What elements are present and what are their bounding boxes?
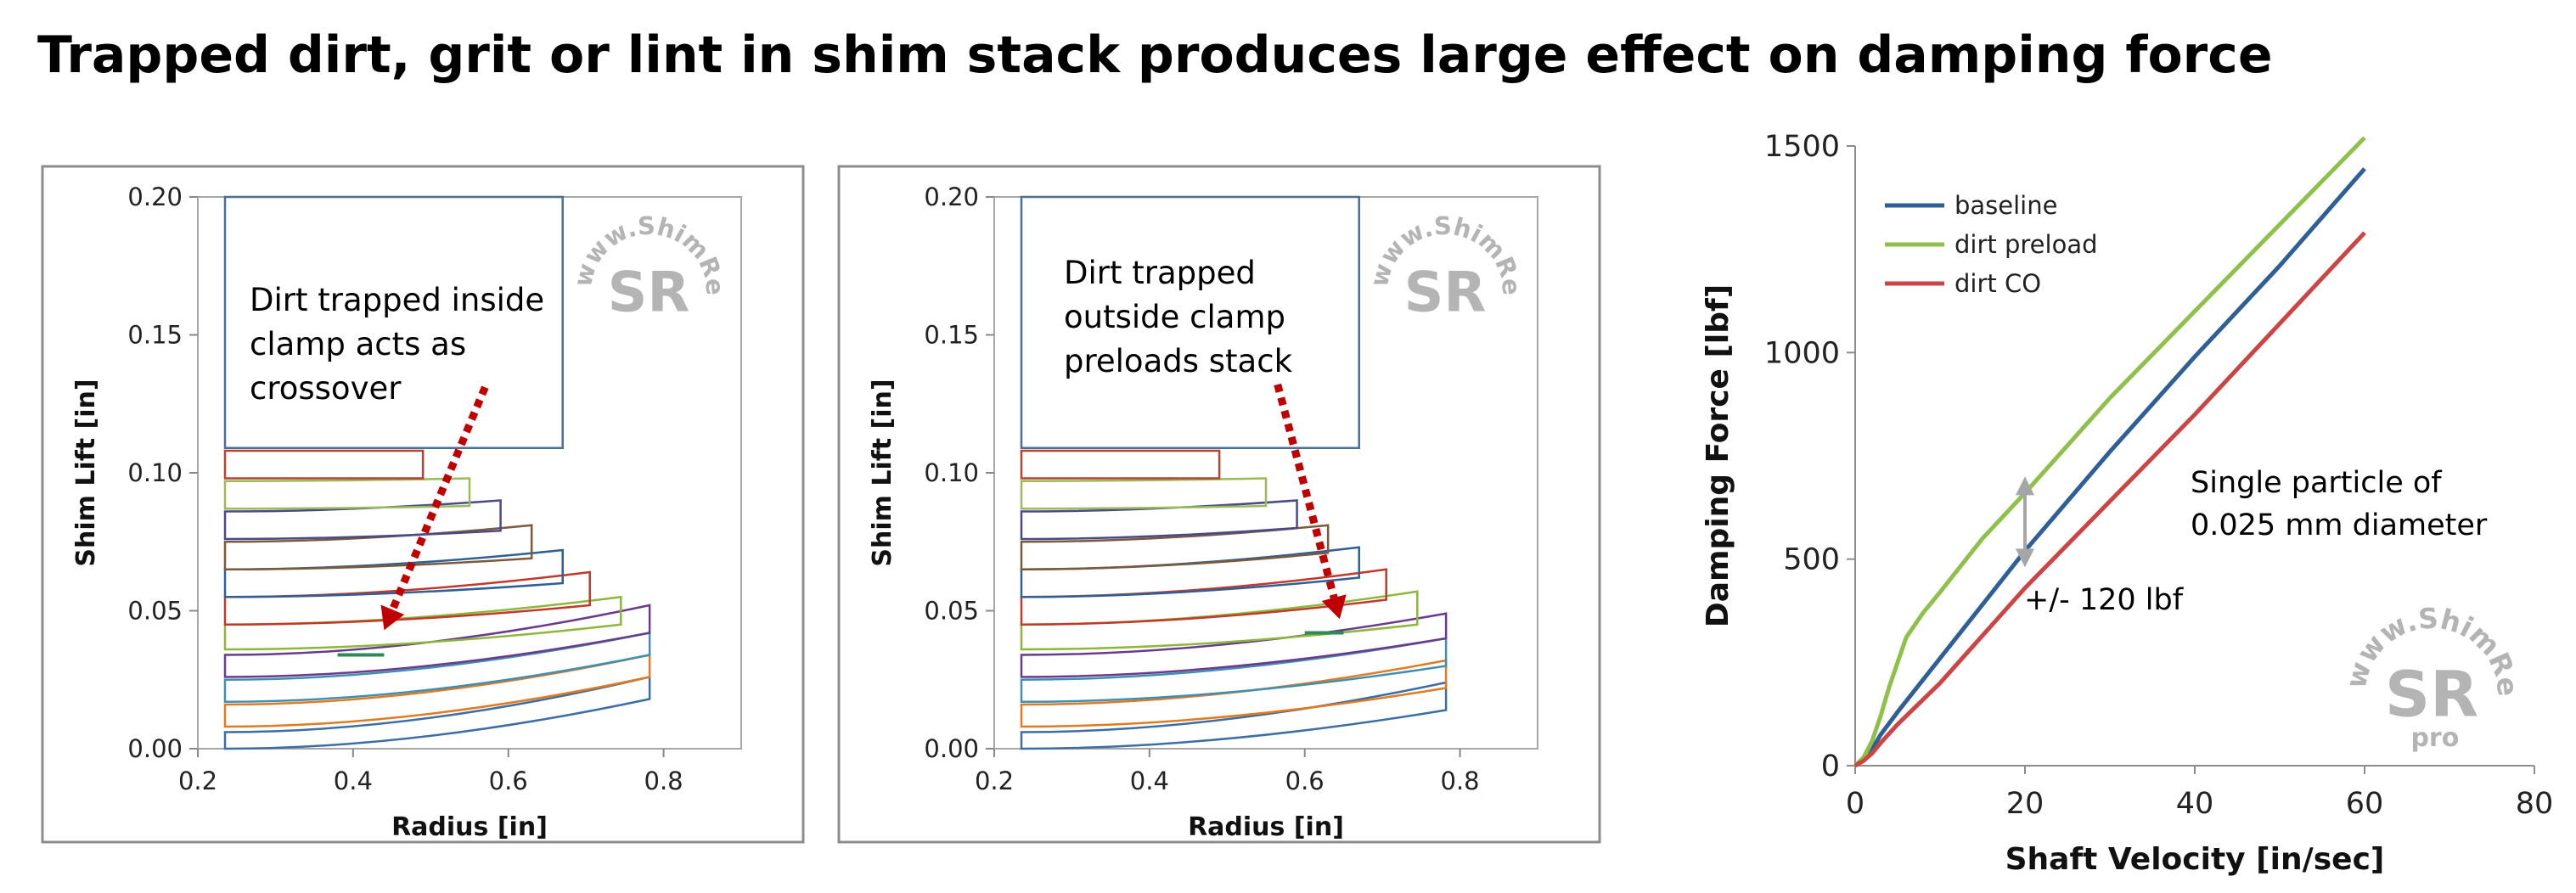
x-tick-label: 0.2 [178,767,217,795]
y-tick-label: 0 [1821,750,1840,783]
x-tick-label: 80 [2516,787,2554,821]
shim-layer [1020,612,1448,678]
y-tick-label: 0.15 [924,321,979,350]
chart-frame [837,165,1601,844]
shim-layer [1020,449,1221,480]
x-tick-label: 0.4 [1130,767,1169,795]
shim-layer [223,524,533,571]
watermark-sr-logo: SR [608,261,690,324]
x-tick-label: 40 [2176,787,2214,821]
particle-annotation: Single particle of [2191,466,2442,500]
x-tick-label: 0.6 [1285,767,1325,795]
y-axis-label: Damping Force [lbf] [1701,284,1735,627]
x-tick-label: 0.2 [975,767,1014,795]
x-axis-label: Radius [in] [391,812,548,842]
legend-label: dirt preload [1954,230,2098,259]
page-title: Trapped dirt, grit or lint in shim stack… [37,25,2273,85]
y-axis-label: Shim Lift [in] [71,379,101,566]
shim-layer [1020,524,1330,571]
annotation-text: outside clamp [1064,299,1285,335]
y-tick-label: 0.00 [924,734,979,763]
legend-label: dirt CO [1954,269,2041,298]
dashed-arrow-shaft [1274,383,1338,599]
bracket-annotation: +/- 120 lbf [2024,583,2184,617]
particle-annotation: 0.025 mm diameter [2191,508,2488,542]
annotation-text: Dirt trapped [1064,255,1256,291]
annotation-text: crossover [250,370,402,407]
shim-layer [223,499,502,541]
chart-frame [41,165,805,844]
x-tick-label: 0 [1846,787,1865,821]
y-tick-label: 0.10 [924,458,979,487]
watermark-sr-logo: SR [2385,659,2478,732]
annotation-text: Dirt trapped inside [250,282,544,318]
y-tick-label: 1000 [1764,336,1840,370]
watermark-sr-logo: SR [1404,261,1487,324]
x-tick-label: 0.6 [489,767,528,795]
y-tick-label: 0.20 [127,183,183,211]
y-tick-label: 0.05 [127,597,183,626]
y-tick-label: 0.05 [924,597,979,626]
clamp-block [1020,195,1360,449]
bracket-arrowhead-up [2016,476,2034,496]
x-tick-label: 0.8 [644,767,683,795]
shim-layer [223,604,651,678]
clamp-block [223,195,564,449]
y-tick-label: 1500 [1764,130,1840,164]
shim-layer [223,449,425,480]
series-baseline [1853,167,2366,768]
annotation-text: clamp acts as [250,326,466,362]
annotation-text: preloads stack [1064,343,1293,379]
y-tick-label: 500 [1783,543,1840,577]
watermark-pro: pro [2410,723,2459,753]
x-tick-label: 0.8 [1441,767,1480,795]
shim-stack-chart-crossover: 0.00 0.05 0.10 0.15 0.20 0.2 0.4 0.6 0.8 Radius [… [41,165,805,844]
shim-stack-chart-preload: 0.00 0.05 0.10 0.15 0.20 0.2 0.4 0.6 0.8 Radius [… [837,165,1601,844]
dashed-arrow-head [380,604,405,631]
damping-force-chart: 0 500 1000 1500 0 20 40 60 80 Shaft Velocity [in/… [1639,119,2554,877]
x-tick-label: 20 [2006,787,2044,821]
dashed-arrow-head [1321,594,1347,620]
shim-layer [1020,477,1268,510]
shim-layer [223,477,471,510]
y-tick-label: 0.15 [127,321,183,350]
legend-label: baseline [1954,191,2057,220]
watermark-logo: www.ShimReStackor.comSRpro [1639,119,2525,753]
x-axis-label: Radius [in] [1188,812,1344,842]
shim-layer [1020,499,1298,541]
y-tick-label: 0.00 [127,734,183,763]
series-dirt-preload [1853,136,2366,767]
bracket-arrowhead-down [2016,548,2034,568]
x-tick-label: 60 [2346,787,2384,821]
series-dirt-co [1853,231,2366,768]
x-tick-label: 0.4 [334,767,373,795]
y-tick-label: 0.10 [127,458,183,487]
y-axis-label: Shim Lift [in] [868,379,897,566]
y-tick-label: 0.20 [924,183,979,211]
x-axis-label: Shaft Velocity [in/sec] [2005,842,2385,877]
